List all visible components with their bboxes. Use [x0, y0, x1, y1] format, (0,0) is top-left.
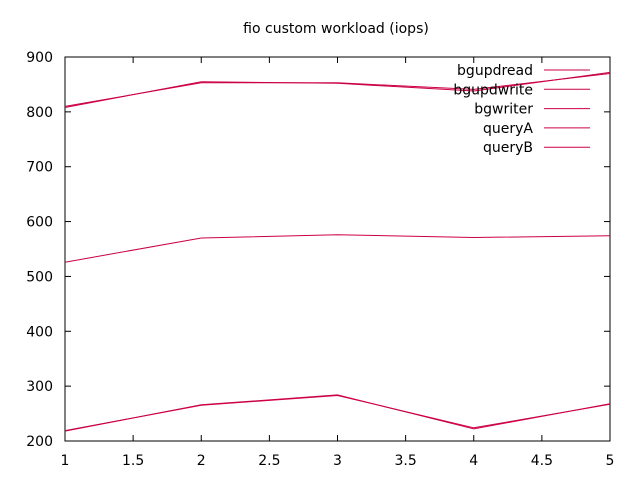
- axes: 1 1.5 2 2.5 3 3.5 4 4.5 5 200 300 400 500 600 700 800 90…: [26, 50, 614, 469]
- legend: bgupdread bgupdwrite bgwriter queryA queryB: [453, 63, 590, 156]
- y-tick-label: 500: [26, 269, 53, 285]
- legend-label-bgwriter: bgwriter: [474, 102, 533, 118]
- y-tick-label: 600: [26, 215, 53, 231]
- x-tick-label: 2.5: [258, 453, 280, 469]
- x-tick-label: 4: [469, 453, 478, 469]
- y-tick-label: 800: [26, 105, 53, 121]
- series-line-bgwriter: [64, 234, 611, 263]
- series-lines: [64, 71, 611, 432]
- x-tick-label: 3.5: [394, 453, 416, 469]
- chart-title: fio custom workload (iops): [243, 21, 429, 37]
- y-tick-label: 400: [26, 324, 53, 340]
- series-line-bgupdwrite: [64, 73, 611, 107]
- legend-label-queryB: queryB: [483, 140, 533, 156]
- legend-label-queryA: queryA: [483, 121, 533, 137]
- x-tick-label: 1: [61, 453, 70, 469]
- y-tick-label: 900: [26, 50, 53, 66]
- y-tick-label: 300: [26, 379, 53, 395]
- series-line-queryA: [64, 394, 611, 432]
- x-tick-label: 5: [606, 453, 615, 469]
- x-tick-label: 4.5: [531, 453, 553, 469]
- legend-label-bgupdread: bgupdread: [457, 63, 533, 79]
- y-tick-label: 200: [26, 434, 53, 450]
- legend-label-bgupdwrite: bgupdwrite: [453, 82, 533, 98]
- x-tick-label: 1.5: [122, 453, 144, 469]
- x-tick-label: 3: [333, 453, 342, 469]
- x-tick-label: 2: [197, 453, 206, 469]
- y-tick-label: 700: [26, 160, 53, 176]
- series-line-queryB: [64, 394, 611, 432]
